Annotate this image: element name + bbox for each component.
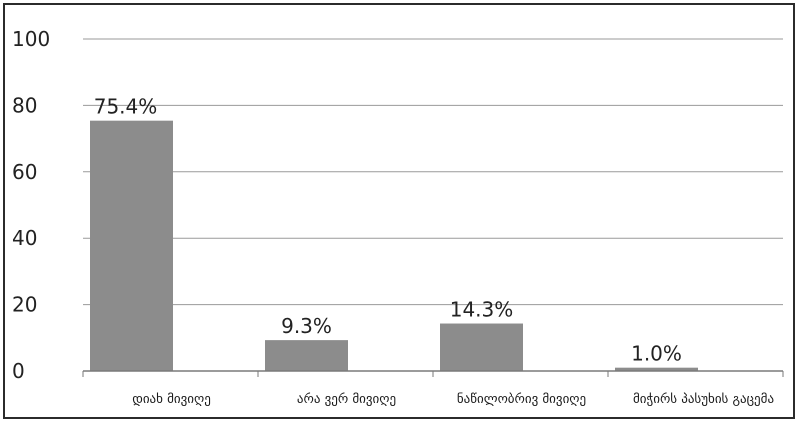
x-axis-category-labels: დიახ მივიღე არა ვერ მივიღე ნაწილობრივ მივი… [132, 392, 774, 407]
data-label: 75.4% [94, 95, 158, 119]
bars [90, 120, 698, 371]
x-category-label: არა ვერ მივიღე [297, 392, 396, 407]
bar [440, 323, 523, 371]
x-axis [82, 370, 784, 377]
bar [615, 367, 698, 371]
y-tick-label: 60 [12, 160, 37, 184]
data-label: 1.0% [631, 342, 682, 366]
y-tick-label: 40 [12, 226, 37, 250]
y-axis-tick-labels: 0 20 40 60 80 100 [12, 27, 50, 383]
y-tick-label: 80 [12, 93, 37, 117]
x-category-label: დიახ მივიღე [132, 392, 211, 407]
bar [265, 340, 348, 371]
y-tick-label: 0 [12, 359, 25, 383]
data-label: 14.3% [450, 298, 514, 322]
x-category-label: მიჭირს პასუხის გაცემა [633, 392, 774, 407]
data-labels: 75.4% 9.3% 14.3% 1.0% [94, 95, 682, 366]
y-tick-label: 20 [12, 293, 37, 317]
data-label: 9.3% [281, 314, 332, 338]
x-category-label: ნაწილობრივ მივიღე [457, 392, 586, 407]
grid-lines [83, 38, 783, 306]
y-tick-label: 100 [12, 27, 50, 51]
bar [90, 120, 173, 371]
